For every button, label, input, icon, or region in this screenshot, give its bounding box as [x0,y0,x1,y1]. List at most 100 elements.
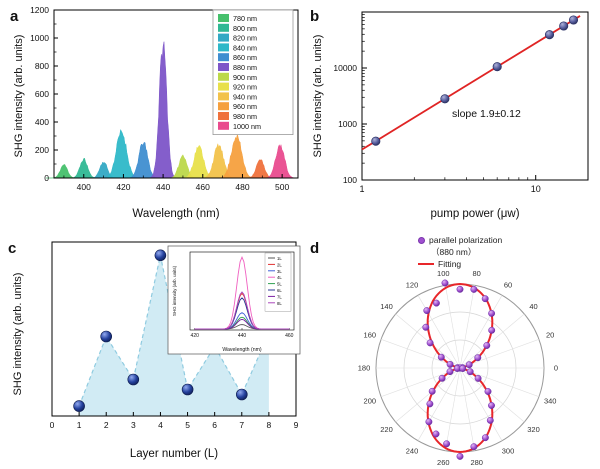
data-point [568,15,579,25]
polar-legend-fit-row: Fitting [418,258,502,270]
slope-annotation: slope 1.9±0.12 [452,108,521,120]
svg-text:20: 20 [546,331,554,340]
data-point [236,388,248,401]
svg-text:900 nm: 900 nm [233,73,257,82]
data-point [441,279,449,287]
data-point [465,361,473,369]
data-point [426,400,434,408]
svg-text:960 nm: 960 nm [233,102,257,111]
svg-text:600: 600 [35,89,49,99]
data-point [428,387,436,395]
svg-text:260: 260 [437,458,450,467]
svg-text:940 nm: 940 nm [233,92,257,101]
legend-swatch [218,14,229,22]
data-point [459,365,467,372]
dashed-envelope [78,255,270,407]
svg-text:880 nm: 880 nm [233,63,257,72]
svg-text:8L: 8L [277,301,282,306]
svg-text:Wavelength (nm): Wavelength (nm) [222,347,262,353]
svg-text:2: 2 [104,420,109,430]
data-point [443,440,451,448]
data-point [466,368,474,376]
svg-text:6L: 6L [277,288,282,293]
svg-text:480: 480 [235,182,249,192]
svg-text:10: 10 [531,184,541,194]
svg-text:420: 420 [191,333,200,339]
data-point [481,434,489,442]
svg-text:SHG intensity (arb. units): SHG intensity (arb. units) [172,265,177,316]
svg-text:240: 240 [406,447,419,456]
data-point [438,374,446,382]
svg-text:1: 1 [359,184,364,194]
svg-text:6: 6 [212,420,217,430]
svg-text:1000 nm: 1000 nm [233,122,261,131]
data-point [488,326,496,334]
data-point [544,30,555,40]
svg-text:0: 0 [44,173,49,183]
data-point [432,430,440,438]
data-point [474,354,482,362]
data-point [446,368,454,376]
data-point [423,307,431,315]
svg-text:1200: 1200 [30,5,49,15]
svg-text:200: 200 [364,396,377,405]
data-point [425,418,433,426]
data-point [154,249,167,262]
legend-swatch [218,92,229,101]
svg-text:120: 120 [406,280,419,289]
spectrum-peak [103,128,140,179]
svg-text:460: 460 [285,333,294,339]
spectrum-peak [218,134,255,179]
panel-c: c SHG intensity (arb. units) 0 1 2 3 4 5 6 7 8 9 4… [4,232,304,468]
svg-text:780 nm: 780 nm [233,14,257,23]
data-point [486,416,494,424]
inset-spectra: 420 440 460 SHG intensity (arb. units) Wavel… [167,245,301,355]
svg-text:5: 5 [185,420,190,430]
panel-d: d parallel polarization （880 nm） Fitting… [306,232,598,468]
svg-text:400: 400 [77,182,91,192]
panel-b-x-axis-label: pump power (μw) [430,208,520,220]
data-point [181,383,194,396]
data-point [456,452,464,460]
data-point [483,342,491,349]
svg-text:300: 300 [502,447,515,456]
svg-text:40: 40 [529,302,537,311]
legend-swatch [218,82,229,91]
svg-text:100: 100 [343,175,357,185]
svg-text:280: 280 [470,458,483,467]
fit-line [361,15,581,151]
svg-text:7L: 7L [277,294,282,299]
svg-text:60: 60 [504,280,512,289]
svg-text:1000: 1000 [30,33,49,43]
data-point [432,299,440,307]
panel-b-plot: 1 10 100 1000 10000 [333,11,589,194]
svg-text:500: 500 [275,182,289,192]
svg-text:840 nm: 840 nm [233,43,257,52]
svg-text:180: 180 [358,364,371,373]
polarization-dot-marker [418,236,425,244]
data-point [474,374,482,382]
legend-swatch [218,102,229,111]
svg-text:140: 140 [380,302,393,311]
data-point [488,402,495,409]
polar-legend-fit-label: Fitting [438,259,462,269]
svg-text:10000: 10000 [333,63,357,73]
svg-text:860 nm: 860 nm [233,53,257,62]
svg-text:0: 0 [50,420,55,430]
panel-a: a SHG intensity (arb. units) 400 420 440 46… [4,2,304,232]
data-point [488,309,496,317]
legend-swatch [218,43,229,52]
svg-text:460: 460 [196,182,210,192]
data-point [492,62,502,72]
legend-swatch [218,72,229,81]
svg-text:5L: 5L [277,282,282,287]
svg-text:3L: 3L [277,269,282,274]
data-point [456,285,464,293]
svg-text:400: 400 [35,117,49,127]
panel-d-plot: 0 20 40 60 80 100 120 140 160 180 200 220 240 260 280 3… [358,269,558,467]
data-point [100,330,112,343]
svg-text:800 nm: 800 nm [233,24,257,33]
svg-text:7: 7 [239,420,244,430]
